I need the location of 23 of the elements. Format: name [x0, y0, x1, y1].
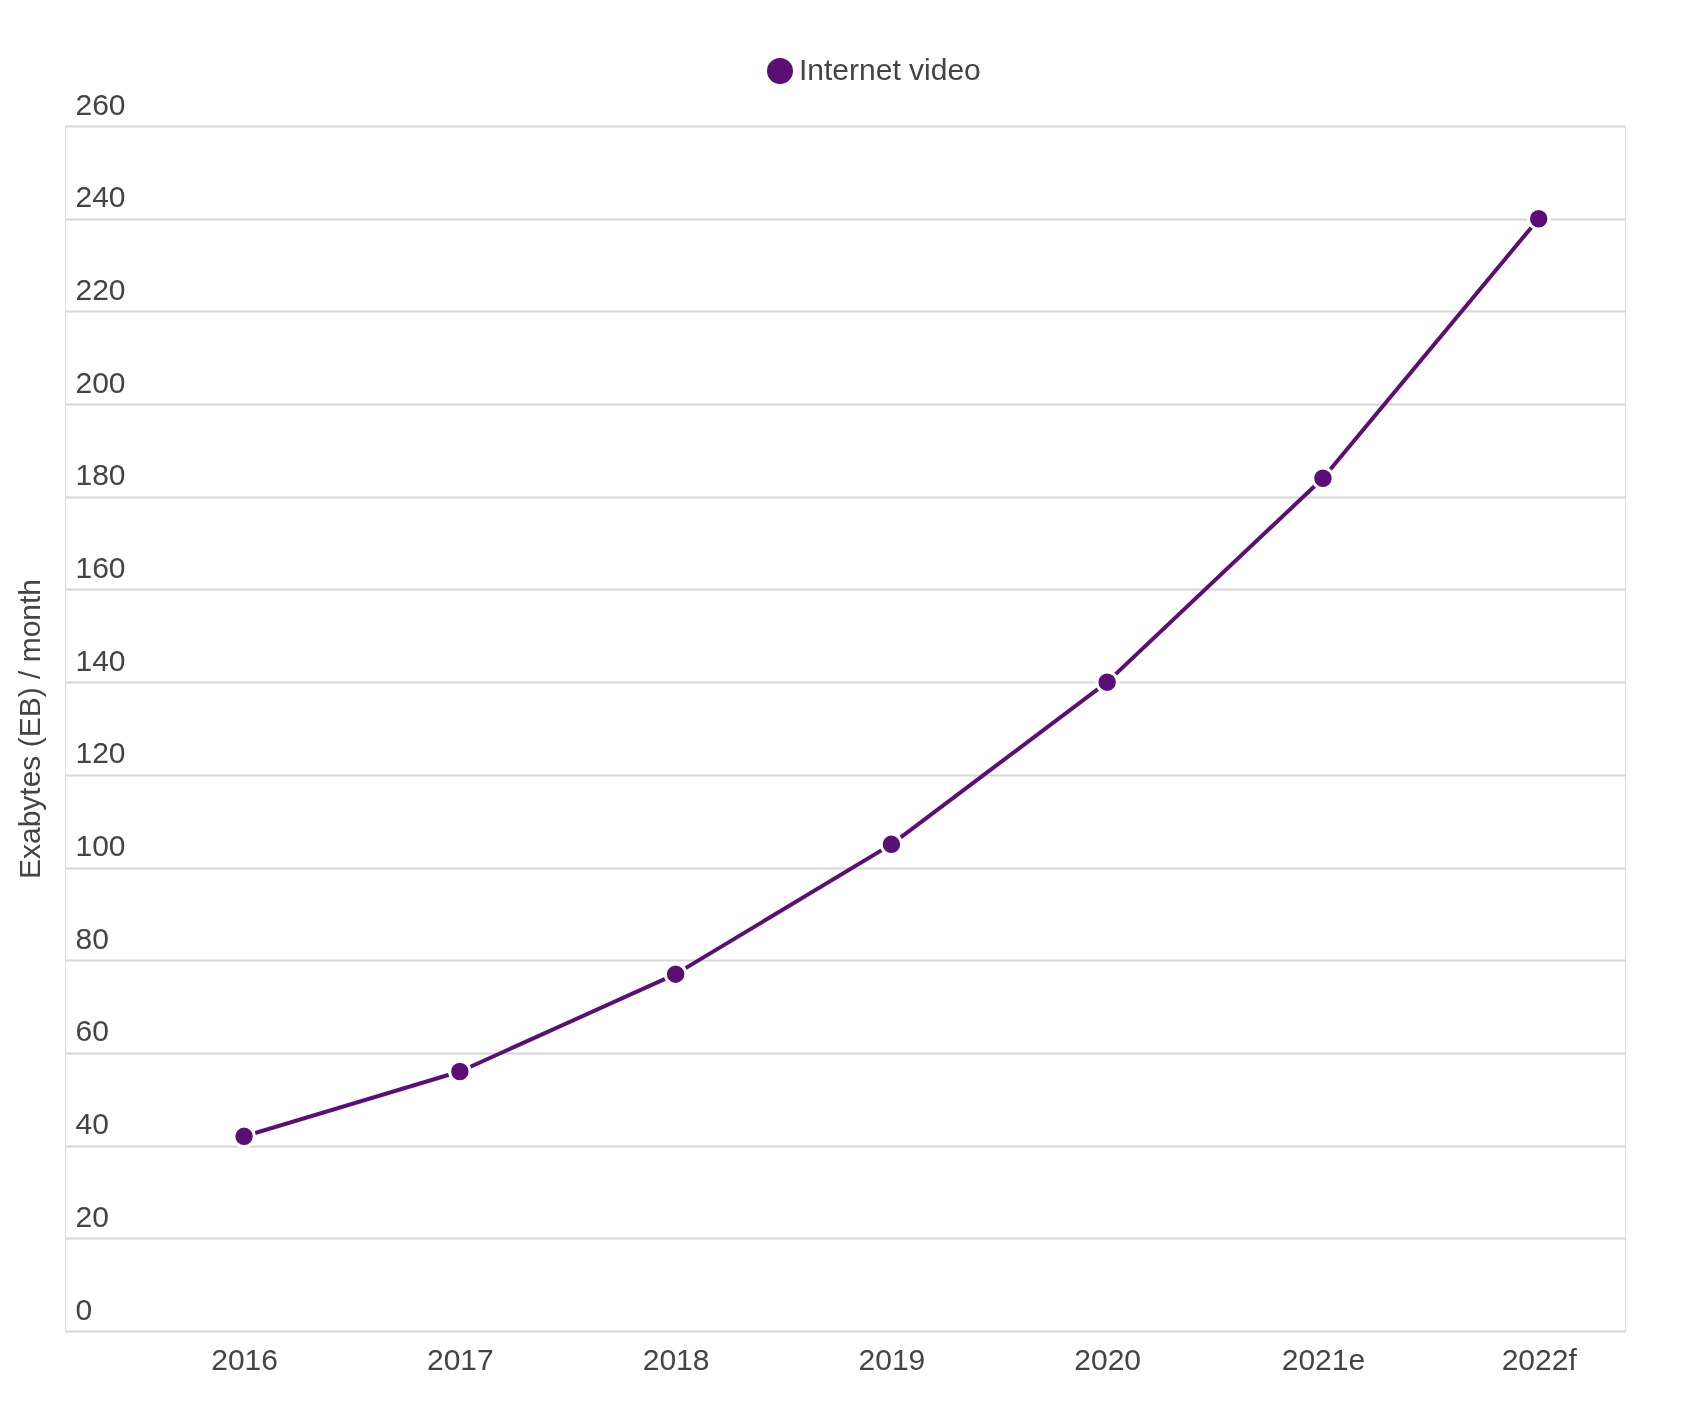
x-tick-label: 2017	[426, 1342, 494, 1376]
x-tick-label: 2018	[642, 1342, 710, 1376]
y-tick-label: 140	[75, 643, 126, 677]
x-tick-label: 2020	[1074, 1342, 1142, 1376]
y-tick-label: 0	[75, 1292, 93, 1326]
y-tick-label: 100	[75, 829, 126, 863]
y-tick-label: 160	[75, 550, 126, 584]
x-tick-label: 2016	[211, 1342, 278, 1376]
y-tick-label: 120	[75, 736, 126, 770]
x-tick-label: 2021e	[1281, 1342, 1366, 1376]
y-tick-label: 220	[75, 272, 126, 306]
y-tick-label: 80	[75, 921, 109, 955]
y-tick-label: 20	[75, 1199, 109, 1233]
y-axis-title: Exabytes (EB) / month	[12, 578, 46, 880]
y-tick-label: 180	[75, 458, 126, 492]
y-tick-label: 200	[75, 365, 126, 399]
legend-label: Internet video	[799, 53, 981, 86]
x-tick-label: 2019	[858, 1342, 926, 1376]
y-tick-label: 240	[75, 180, 126, 214]
x-tick-label: 2022f	[1501, 1342, 1578, 1376]
y-tick-label: 40	[75, 1107, 109, 1141]
y-tick-label: 260	[75, 87, 126, 121]
y-tick-label: 60	[75, 1014, 109, 1048]
